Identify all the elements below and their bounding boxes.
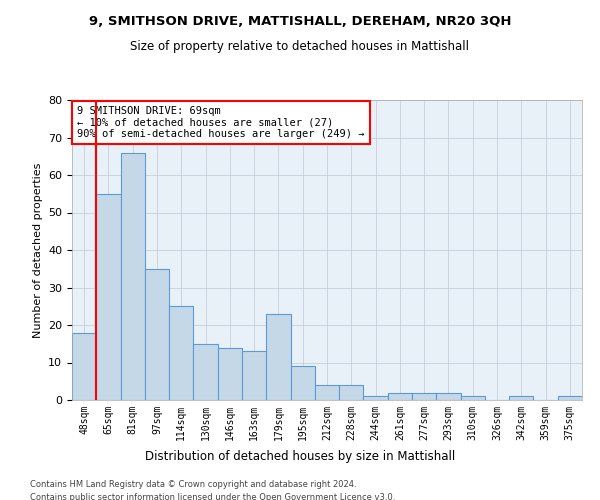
Bar [558,396,582,400]
Bar [96,194,121,400]
Bar [436,392,461,400]
Bar [242,351,266,400]
Text: Contains public sector information licensed under the Open Government Licence v3: Contains public sector information licen… [30,492,395,500]
Bar [412,392,436,400]
Bar [364,396,388,400]
Bar [388,392,412,400]
Text: Size of property relative to detached houses in Mattishall: Size of property relative to detached ho… [131,40,470,53]
Bar [169,306,193,400]
Bar [145,269,169,400]
Y-axis label: Number of detached properties: Number of detached properties [32,162,43,338]
Bar [193,344,218,400]
Bar [72,332,96,400]
Bar [339,385,364,400]
Bar [461,396,485,400]
Bar [290,366,315,400]
Bar [266,314,290,400]
Text: 9, SMITHSON DRIVE, MATTISHALL, DEREHAM, NR20 3QH: 9, SMITHSON DRIVE, MATTISHALL, DEREHAM, … [89,15,511,28]
Bar [315,385,339,400]
Text: Contains HM Land Registry data © Crown copyright and database right 2024.: Contains HM Land Registry data © Crown c… [30,480,356,489]
Text: Distribution of detached houses by size in Mattishall: Distribution of detached houses by size … [145,450,455,463]
Bar [509,396,533,400]
Bar [218,348,242,400]
Text: 9 SMITHSON DRIVE: 69sqm
← 10% of detached houses are smaller (27)
90% of semi-de: 9 SMITHSON DRIVE: 69sqm ← 10% of detache… [77,106,365,139]
Bar [121,152,145,400]
